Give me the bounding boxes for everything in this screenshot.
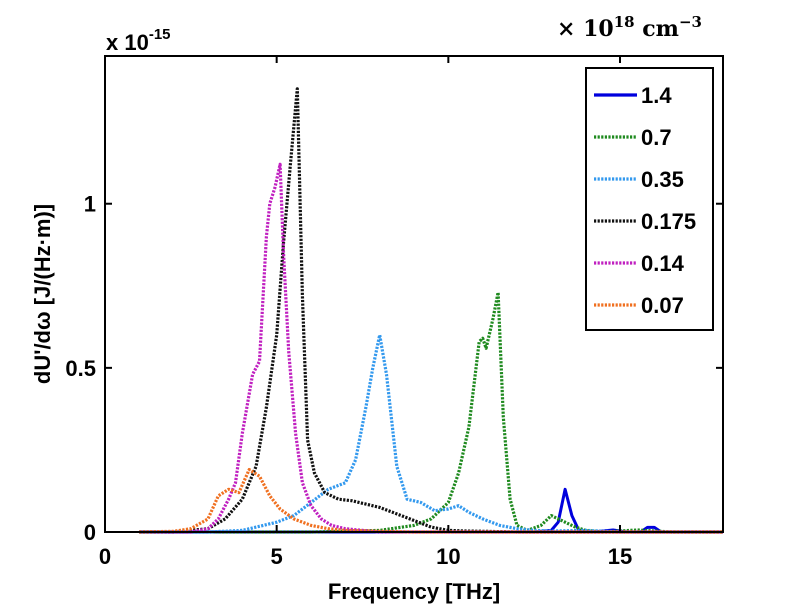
legend-box	[585, 67, 714, 331]
legend-label: 1.4	[641, 83, 672, 108]
legend: 1.4 0.7 0.35 0.175 0.14 0.07	[585, 67, 714, 331]
x-tick-label: 10	[436, 544, 460, 569]
y-scale-exponent: -15	[149, 26, 171, 43]
series-line-0-35	[139, 333, 723, 534]
y-tick-label: 0.5	[65, 356, 96, 381]
units-exp-neg3: −3	[679, 13, 702, 31]
plot-frame	[104, 55, 724, 533]
units-prefix: × 10	[557, 16, 614, 42]
y-tick-label: 1	[84, 192, 96, 217]
series-line-0-175	[139, 87, 723, 534]
y-tick-label: 0	[84, 520, 96, 545]
legend-label: 0.07	[641, 293, 684, 318]
legend-units-note: × 1018 cm−3	[557, 13, 702, 42]
y-axis-label: dU'/dω [J/(Hz·m)]	[30, 204, 55, 384]
units-cm: cm	[635, 16, 679, 42]
legend-label: 0.7	[641, 125, 672, 150]
y-axis: 00.51	[65, 192, 723, 545]
legend-label: 0.14	[641, 251, 685, 276]
x-axis-label: Frequency [THz]	[328, 579, 500, 604]
legend-label: 0.35	[641, 167, 684, 192]
x-tick-label: 0	[99, 544, 111, 569]
x-tick-label: 15	[608, 544, 632, 569]
series-line-0-7	[139, 290, 723, 534]
y-scale-note: x 10-15	[106, 26, 171, 55]
units-exp-18: 18	[614, 13, 635, 31]
x-tick-label: 5	[271, 544, 283, 569]
x-axis: 0 5 10 15	[99, 56, 632, 569]
y-scale-base: x 10	[106, 30, 149, 55]
legend-label: 0.175	[641, 209, 696, 234]
